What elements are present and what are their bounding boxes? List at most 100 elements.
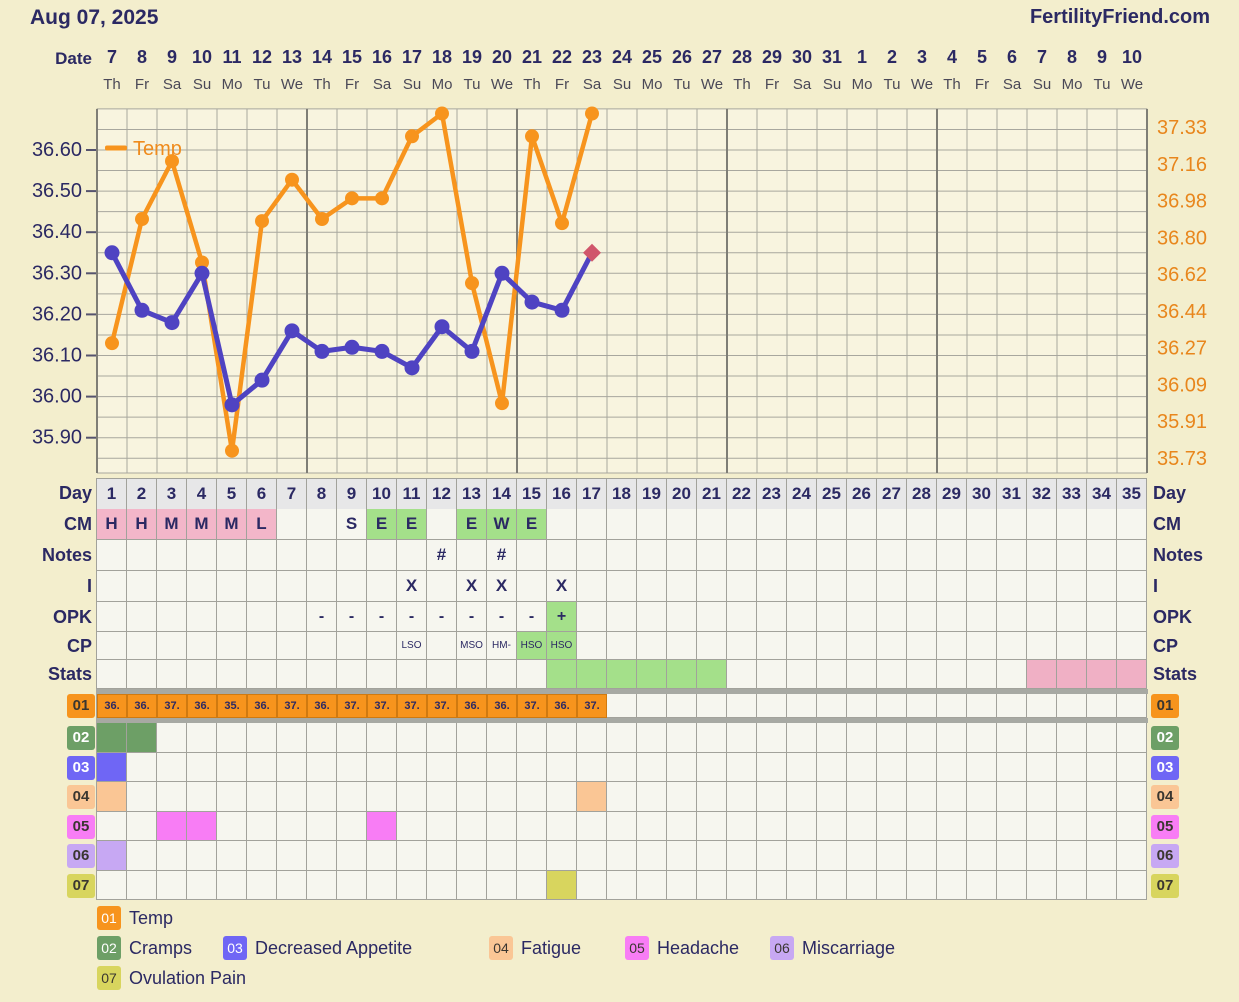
stats-cell-8[interactable] (307, 660, 337, 689)
cp-cell-33[interactable] (1057, 632, 1087, 660)
cm-cell-5[interactable]: M (217, 509, 247, 540)
notes-cell-25[interactable] (817, 540, 847, 571)
notes-cell-20[interactable] (667, 540, 697, 571)
cp-cell-34[interactable] (1087, 632, 1117, 660)
temp-secondary-point[interactable] (224, 397, 240, 413)
stats-cell-18[interactable] (607, 660, 637, 689)
05-cell-8[interactable] (307, 812, 337, 841)
01-cell-21[interactable] (697, 694, 727, 718)
stats-cell-17[interactable] (577, 660, 607, 689)
06-cell-35[interactable] (1117, 841, 1147, 871)
06-cell-10[interactable] (367, 841, 397, 871)
cm-cell-26[interactable] (847, 509, 877, 540)
02-cell-31[interactable] (997, 723, 1027, 753)
06-cell-23[interactable] (757, 841, 787, 871)
04-cell-11[interactable] (397, 782, 427, 812)
cm-cell-22[interactable] (727, 509, 757, 540)
01-cell-18[interactable] (607, 694, 637, 718)
04-cell-4[interactable] (187, 782, 217, 812)
cp-cell-15[interactable]: HSO (517, 632, 547, 660)
cm-cell-30[interactable] (967, 509, 997, 540)
opk-cell-9[interactable]: - (337, 602, 367, 632)
03-cell-4[interactable] (187, 753, 217, 782)
01-cell-1[interactable]: 36. (97, 694, 127, 718)
02-cell-22[interactable] (727, 723, 757, 753)
06-cell-16[interactable] (547, 841, 577, 871)
04-cell-32[interactable] (1027, 782, 1057, 812)
stats-cell-32[interactable] (1027, 660, 1057, 689)
notes-cell-7[interactable] (277, 540, 307, 571)
05-cell-28[interactable] (907, 812, 937, 841)
cp-cell-21[interactable] (697, 632, 727, 660)
05-cell-35[interactable] (1117, 812, 1147, 841)
03-cell-29[interactable] (937, 753, 967, 782)
opk-cell-6[interactable] (247, 602, 277, 632)
cm-cell-31[interactable] (997, 509, 1027, 540)
temp-point[interactable] (465, 276, 479, 291)
02-cell-23[interactable] (757, 723, 787, 753)
01-cell-16[interactable]: 36. (547, 694, 577, 718)
i-cell-8[interactable] (307, 571, 337, 602)
07-cell-17[interactable] (577, 871, 607, 900)
02-cell-7[interactable] (277, 723, 307, 753)
opk-cell-28[interactable] (907, 602, 937, 632)
cm-cell-28[interactable] (907, 509, 937, 540)
temp-secondary-point[interactable] (104, 245, 120, 261)
02-cell-2[interactable] (127, 723, 157, 753)
05-cell-34[interactable] (1087, 812, 1117, 841)
opk-cell-23[interactable] (757, 602, 787, 632)
04-cell-7[interactable] (277, 782, 307, 812)
02-cell-26[interactable] (847, 723, 877, 753)
i-cell-26[interactable] (847, 571, 877, 602)
06-cell-31[interactable] (997, 841, 1027, 871)
opk-cell-32[interactable] (1027, 602, 1057, 632)
stats-cell-11[interactable] (397, 660, 427, 689)
cm-cell-9[interactable]: S (337, 509, 367, 540)
cm-cell-21[interactable] (697, 509, 727, 540)
07-cell-3[interactable] (157, 871, 187, 900)
07-cell-25[interactable] (817, 871, 847, 900)
05-cell-7[interactable] (277, 812, 307, 841)
07-cell-31[interactable] (997, 871, 1027, 900)
cp-cell-10[interactable] (367, 632, 397, 660)
cp-cell-23[interactable] (757, 632, 787, 660)
temp-point[interactable] (435, 106, 449, 121)
05-cell-12[interactable] (427, 812, 457, 841)
05-cell-33[interactable] (1057, 812, 1087, 841)
04-cell-2[interactable] (127, 782, 157, 812)
03-cell-30[interactable] (967, 753, 997, 782)
02-cell-17[interactable] (577, 723, 607, 753)
temp-point[interactable] (105, 336, 119, 351)
01-cell-20[interactable] (667, 694, 697, 718)
06-cell-5[interactable] (217, 841, 247, 871)
opk-cell-20[interactable] (667, 602, 697, 632)
01-cell-2[interactable]: 36. (127, 694, 157, 718)
03-cell-9[interactable] (337, 753, 367, 782)
01-cell-4[interactable]: 36. (187, 694, 217, 718)
07-cell-10[interactable] (367, 871, 397, 900)
05-cell-29[interactable] (937, 812, 967, 841)
cp-cell-9[interactable] (337, 632, 367, 660)
stats-cell-14[interactable] (487, 660, 517, 689)
opk-cell-7[interactable] (277, 602, 307, 632)
cm-cell-23[interactable] (757, 509, 787, 540)
i-cell-1[interactable] (97, 571, 127, 602)
temp-secondary-point[interactable] (344, 339, 360, 355)
stats-cell-7[interactable] (277, 660, 307, 689)
cp-cell-3[interactable] (157, 632, 187, 660)
06-cell-20[interactable] (667, 841, 697, 871)
04-cell-22[interactable] (727, 782, 757, 812)
04-cell-31[interactable] (997, 782, 1027, 812)
i-cell-28[interactable] (907, 571, 937, 602)
02-cell-33[interactable] (1057, 723, 1087, 753)
opk-cell-22[interactable] (727, 602, 757, 632)
07-cell-4[interactable] (187, 871, 217, 900)
temp-secondary-point[interactable] (164, 315, 180, 331)
stats-cell-4[interactable] (187, 660, 217, 689)
01-cell-15[interactable]: 37. (517, 694, 547, 718)
02-cell-20[interactable] (667, 723, 697, 753)
stats-cell-9[interactable] (337, 660, 367, 689)
cm-cell-20[interactable] (667, 509, 697, 540)
01-cell-34[interactable] (1087, 694, 1117, 718)
03-cell-12[interactable] (427, 753, 457, 782)
